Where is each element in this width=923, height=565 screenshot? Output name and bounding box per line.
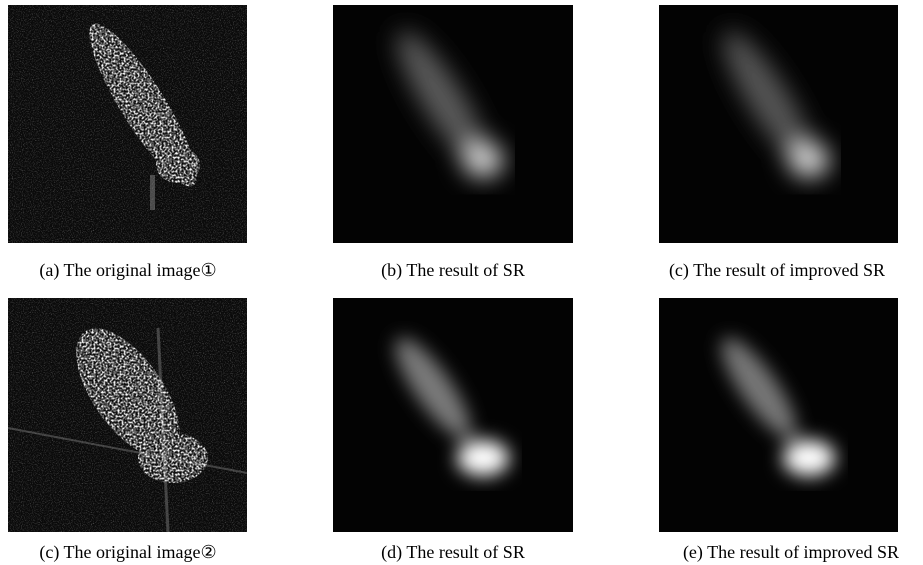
caption: (c) The original image② — [39, 542, 216, 563]
caption: (a) The original image① — [39, 260, 216, 281]
image-sr-1 — [333, 5, 573, 243]
image-original-1 — [8, 5, 247, 243]
image-improved-sr-1 — [659, 5, 898, 243]
caption: (c) The result of improved SR — [669, 260, 885, 281]
page: (a) The original image① (b) The result o… — [0, 0, 923, 565]
caption: (b) The result of SR — [381, 260, 525, 281]
image-original-2 — [8, 298, 247, 532]
caption: (e) The result of improved SR — [683, 542, 899, 563]
figure: (a) The original image① (b) The result o… — [0, 0, 923, 565]
caption: (d) The result of SR — [381, 542, 525, 563]
image-improved-sr-2 — [659, 298, 898, 532]
image-sr-2 — [333, 298, 573, 532]
